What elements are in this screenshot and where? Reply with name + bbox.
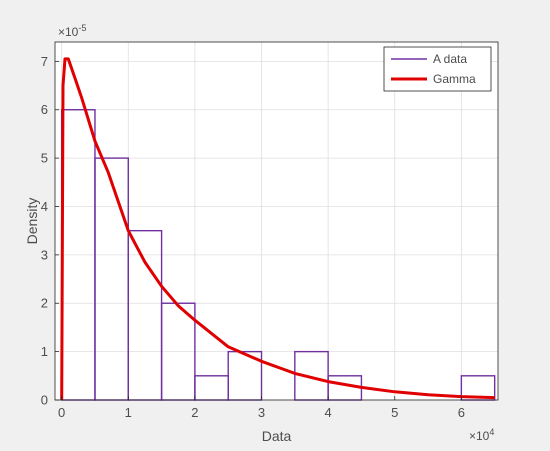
x-tick-label: 1 xyxy=(125,405,132,420)
x-axis-ticks: 0 1 2 3 4 5 6 xyxy=(58,396,465,420)
plot-area xyxy=(55,42,498,400)
legend-label-a-data: A data xyxy=(433,52,467,66)
y-axis-ticks: 0 1 2 3 4 5 6 7 xyxy=(41,54,59,408)
x-tick-label: 2 xyxy=(191,405,198,420)
gamma-curve-layer xyxy=(60,57,495,401)
y-tick-label: 7 xyxy=(41,54,48,69)
x-tick-label: 3 xyxy=(258,405,265,420)
gamma-curve xyxy=(60,57,495,401)
y-tick-label: 2 xyxy=(41,296,48,311)
y-tick-label: 4 xyxy=(41,199,48,214)
legend: A data Gamma xyxy=(383,46,492,92)
y-exponent-label: ×10-5 xyxy=(58,23,86,39)
x-tick-label: 4 xyxy=(325,405,332,420)
y-tick-label: 0 xyxy=(41,393,48,408)
x-tick-label: 0 xyxy=(58,405,65,420)
x-tick-label: 6 xyxy=(458,405,465,420)
x-tick-label: 5 xyxy=(391,405,398,420)
x-axis-label: Data xyxy=(262,428,292,444)
y-tick-label: 5 xyxy=(41,151,48,166)
y-tick-label: 1 xyxy=(41,344,48,359)
legend-box xyxy=(383,46,492,92)
y-axis-label: Density xyxy=(24,198,40,245)
x-exponent-label: ×104 xyxy=(469,427,494,443)
y-tick-label: 6 xyxy=(41,102,48,117)
y-tick-label: 3 xyxy=(41,247,48,262)
axes-box xyxy=(54,41,499,401)
legend-label-gamma: Gamma xyxy=(433,72,476,86)
